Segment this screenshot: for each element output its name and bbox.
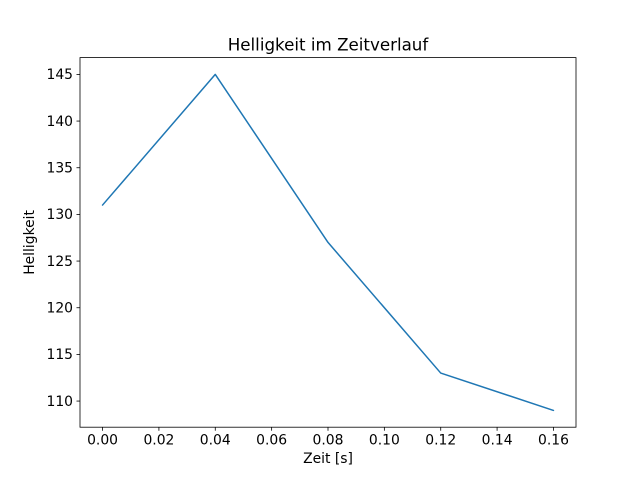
x-tick-label: 0.10: [369, 433, 400, 449]
y-tick-label: 115: [46, 347, 73, 363]
y-axis-label: Helligkeit: [22, 209, 38, 274]
x-tick-label: 0.06: [256, 433, 287, 449]
y-tick-label: 130: [46, 207, 73, 223]
x-tick-label: 0.02: [143, 433, 174, 449]
x-tick-label: 0.00: [87, 433, 118, 449]
x-axis-label: Zeit [s]: [303, 451, 353, 467]
y-tick-label: 145: [46, 67, 73, 83]
y-tick-label: 110: [46, 394, 73, 410]
chart-title: Helligkeit im Zeitverlauf: [228, 35, 430, 55]
x-tick-label: 0.14: [482, 433, 513, 449]
x-tick-label: 0.12: [425, 433, 456, 449]
x-tick-label: 0.04: [200, 433, 231, 449]
y-tick-label: 140: [46, 114, 73, 130]
x-tick-label: 0.08: [313, 433, 344, 449]
y-tick-label: 125: [46, 254, 73, 270]
plot-area: 0.00 0.02 0.04 0.06 0.08 0.10 0.12 0.14 0.16 110 1…: [46, 57, 577, 449]
y-tick-label: 120: [46, 301, 73, 317]
data-line: [101, 73, 555, 412]
y-tick-label: 135: [46, 161, 73, 177]
x-tick-label: 0.16: [538, 433, 569, 449]
